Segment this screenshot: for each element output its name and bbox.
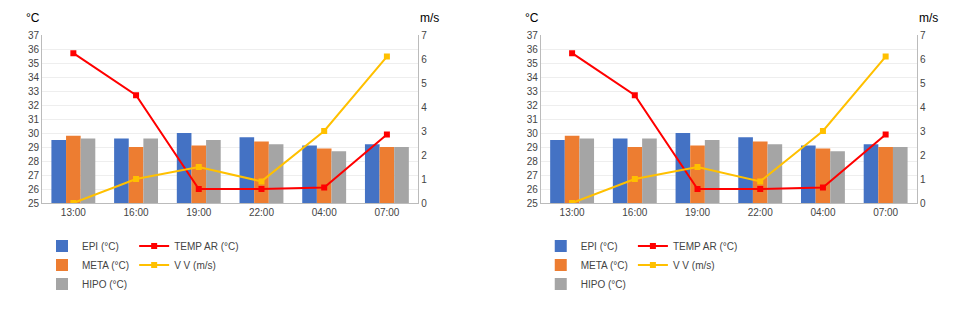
svg-text:19:00: 19:00 [186,207,211,218]
svg-text:35: 35 [527,58,539,69]
svg-text:30: 30 [28,128,40,139]
svg-text:19:00: 19:00 [685,207,710,218]
svg-text:0: 0 [421,198,427,209]
svg-text:36: 36 [527,44,539,55]
svg-text:7: 7 [920,30,926,41]
svg-text:25: 25 [28,198,40,209]
svg-text:22:00: 22:00 [748,207,773,218]
svg-text:EPI (°C): EPI (°C) [82,241,119,252]
svg-text:07:00: 07:00 [374,207,399,218]
svg-text:°C: °C [525,11,539,25]
svg-text:35: 35 [28,58,40,69]
svg-text:32: 32 [28,100,40,111]
svg-text:V V (m/s): V V (m/s) [673,260,715,271]
svg-text:28: 28 [28,156,40,167]
svg-text:26: 26 [527,184,539,195]
svg-text:32: 32 [527,100,539,111]
svg-text:META (°C): META (°C) [82,260,129,271]
svg-text:13:00: 13:00 [560,207,585,218]
svg-text:HIPO (°C): HIPO (°C) [82,279,127,290]
svg-text:30: 30 [527,128,539,139]
svg-text:31: 31 [28,114,40,125]
svg-text:3: 3 [421,126,427,137]
svg-text:16:00: 16:00 [124,207,149,218]
svg-text:V V (m/s): V V (m/s) [174,260,216,271]
svg-text:7: 7 [421,30,427,41]
svg-text:5: 5 [421,78,427,89]
svg-text:04:00: 04:00 [312,207,337,218]
svg-text:26: 26 [28,184,40,195]
svg-text:0: 0 [920,198,926,209]
svg-text:34: 34 [527,72,539,83]
svg-text:31: 31 [527,114,539,125]
svg-text:34: 34 [28,72,40,83]
svg-text:°C: °C [26,11,40,25]
svg-text:1: 1 [920,174,926,185]
svg-text:HIPO (°C): HIPO (°C) [581,279,626,290]
svg-text:16:00: 16:00 [622,207,647,218]
svg-text:29: 29 [527,142,539,153]
svg-text:33: 33 [527,86,539,97]
svg-text:22:00: 22:00 [249,207,274,218]
svg-text:2: 2 [920,150,926,161]
svg-text:27: 27 [28,170,40,181]
svg-text:28: 28 [527,156,539,167]
svg-text:37: 37 [28,30,40,41]
svg-text:25: 25 [527,198,539,209]
svg-text:TEMP AR (°C): TEMP AR (°C) [673,241,737,252]
svg-text:m/s: m/s [919,11,938,25]
svg-text:2: 2 [421,150,427,161]
svg-text:33: 33 [28,86,40,97]
svg-text:6: 6 [920,54,926,65]
svg-text:5: 5 [920,78,926,89]
svg-text:EPI (°C): EPI (°C) [581,241,618,252]
svg-text:6: 6 [421,54,427,65]
svg-text:13:00: 13:00 [61,207,86,218]
svg-text:3: 3 [920,126,926,137]
svg-text:29: 29 [28,142,40,153]
svg-text:4: 4 [920,102,926,113]
svg-text:1: 1 [421,174,427,185]
svg-text:META (°C): META (°C) [581,260,628,271]
svg-text:37: 37 [527,30,539,41]
svg-text:4: 4 [421,102,427,113]
svg-text:27: 27 [527,170,539,181]
svg-text:m/s: m/s [420,11,439,25]
svg-text:TEMP AR (°C): TEMP AR (°C) [174,241,238,252]
svg-text:04:00: 04:00 [810,207,835,218]
svg-text:07:00: 07:00 [873,207,898,218]
svg-text:36: 36 [28,44,40,55]
